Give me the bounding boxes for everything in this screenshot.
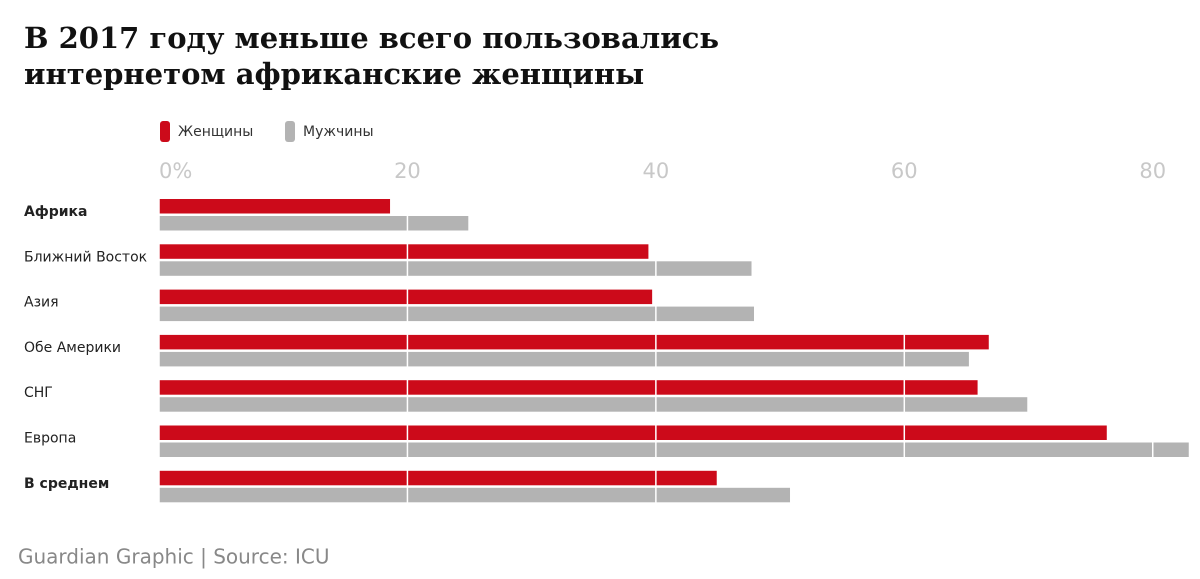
category-label: Европа — [24, 431, 76, 447]
category-label: СНГ — [24, 385, 53, 401]
category-label: Азия — [24, 295, 59, 311]
category-label: В среднем — [24, 476, 109, 492]
bar — [159, 216, 469, 231]
bar — [159, 199, 391, 214]
bar — [159, 334, 989, 350]
legend-label: Женщины — [178, 124, 253, 140]
x-tick-label: 40 — [643, 159, 670, 183]
x-tick-label: 80 — [1139, 159, 1166, 183]
bar — [159, 306, 754, 322]
bar — [159, 244, 649, 259]
title-line: интернетом африканские женщины — [24, 57, 644, 91]
bar — [159, 425, 1107, 440]
title-line: В 2017 году меньше всего пользовались — [24, 21, 719, 55]
bar — [159, 380, 978, 395]
legend-label: Мужчины — [303, 124, 374, 140]
legend-swatch — [285, 121, 295, 142]
legend-swatch — [160, 121, 170, 142]
bar — [159, 397, 1028, 412]
bar — [159, 289, 653, 305]
bar — [159, 261, 752, 276]
bar — [159, 351, 969, 367]
source: Guardian Graphic | Source: ICU — [18, 545, 329, 569]
x-tick-label: 60 — [891, 159, 918, 183]
chart-title: В 2017 году меньше всего пользовались инт… — [24, 21, 719, 91]
category-label: Африка — [24, 204, 88, 220]
bar — [159, 487, 791, 503]
bar — [159, 442, 1189, 457]
x-tick-label: 0% — [159, 159, 192, 183]
bar — [159, 470, 717, 486]
category-label: Ближний Восток — [24, 249, 147, 265]
category-label: Обе Америки — [24, 340, 121, 356]
x-tick-label: 20 — [394, 159, 421, 183]
